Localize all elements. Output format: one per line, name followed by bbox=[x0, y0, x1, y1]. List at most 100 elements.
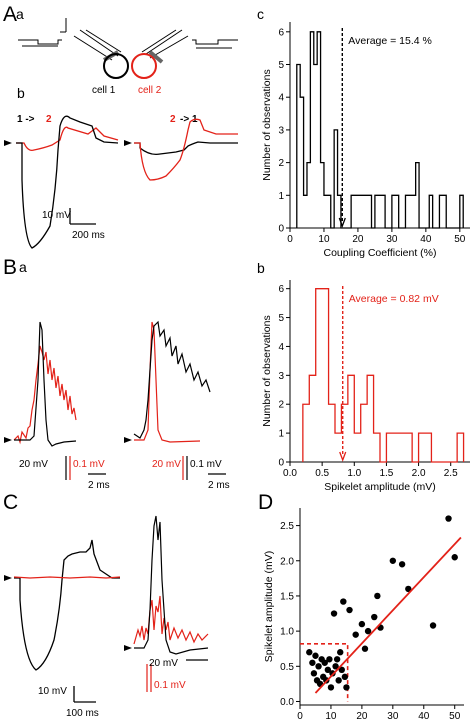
x-tick-label: 20 bbox=[356, 711, 368, 722]
histogram-bar bbox=[334, 130, 337, 228]
y-tick-label: 4 bbox=[278, 93, 284, 104]
histogram-bar bbox=[322, 289, 328, 462]
histogram-bar bbox=[335, 433, 341, 462]
histogram-bar bbox=[382, 195, 385, 228]
scatter-point bbox=[352, 631, 359, 638]
scatter-point bbox=[329, 670, 336, 677]
scatter-point bbox=[337, 649, 344, 656]
y-axis-label: Number of observations bbox=[261, 315, 273, 426]
scatter-point bbox=[398, 561, 406, 568]
baseline-marker-icon bbox=[4, 437, 12, 443]
histogram-bar bbox=[351, 195, 354, 228]
y-tick-label: 0.5 bbox=[280, 662, 294, 673]
x-tick-label: 10 bbox=[325, 711, 337, 722]
histogram-bar bbox=[355, 195, 358, 228]
histogram-bar bbox=[405, 195, 408, 228]
histogram-bar bbox=[316, 289, 322, 462]
scatter-point bbox=[321, 659, 328, 666]
baseline-marker-icon bbox=[124, 140, 132, 146]
x-tick-label: 0.5 bbox=[315, 468, 329, 479]
scatter-point bbox=[315, 663, 322, 670]
scatter-point bbox=[327, 684, 335, 691]
y-tick-label: 2.0 bbox=[280, 556, 294, 567]
scatter-point bbox=[340, 598, 347, 605]
fit-line bbox=[314, 536, 462, 694]
scatter-point bbox=[330, 610, 338, 617]
histogram-bar bbox=[324, 195, 327, 228]
panel-letter-Ac: c bbox=[257, 6, 264, 22]
histogram-bar bbox=[327, 195, 330, 228]
scatter-point bbox=[374, 592, 381, 600]
y-tick-label: 1.0 bbox=[280, 627, 294, 638]
cell-1-label: cell 1 bbox=[92, 85, 116, 96]
histogram-bar bbox=[457, 433, 463, 462]
panel-letter-Ba: a bbox=[19, 259, 27, 275]
histogram-bar bbox=[395, 195, 398, 228]
panel-letter-Ab: b bbox=[17, 85, 25, 101]
y-tick-label: 6 bbox=[278, 284, 284, 295]
histogram-bar bbox=[358, 195, 361, 228]
x-tick-label: 0.0 bbox=[283, 468, 297, 479]
y-axis-label: Spikelet amplitude (mV) bbox=[263, 551, 275, 662]
histogram-bar bbox=[338, 195, 341, 228]
scatter-point bbox=[445, 515, 452, 522]
cell-2-icon bbox=[131, 53, 157, 79]
scale-right-red: 20 mV bbox=[152, 459, 181, 470]
scatter-point bbox=[371, 613, 378, 621]
scatter-point bbox=[324, 666, 332, 674]
y-tick-label: 3 bbox=[278, 125, 284, 136]
histogram-bar bbox=[297, 65, 300, 228]
scatter-point bbox=[335, 677, 342, 684]
direction-1-to-2-to: 2 bbox=[46, 114, 52, 125]
x-tick-label: 20 bbox=[352, 234, 364, 245]
chart-spikelet-histogram: 0.0 0.5 1.0 1.5 2.0 2.5 0 1 2 3 4 5 6 Spikelet amplit… bbox=[261, 280, 470, 493]
y-tick-label: 3 bbox=[278, 371, 284, 382]
histogram-bar bbox=[368, 195, 371, 228]
y-axis-label: Number of observations bbox=[261, 69, 273, 180]
scatter-point bbox=[361, 645, 369, 652]
baseline-marker-icon bbox=[4, 140, 12, 146]
direction-1-to-2-from: 1 -> bbox=[17, 114, 35, 125]
scale-left-ms: 2 ms bbox=[88, 480, 110, 491]
scatter-point bbox=[358, 620, 366, 628]
x-tick-label: 40 bbox=[418, 711, 430, 722]
cell-1-icon bbox=[103, 53, 129, 79]
histogram-bar bbox=[354, 433, 360, 462]
scatter-point bbox=[341, 673, 349, 681]
histogram-bar bbox=[429, 195, 432, 228]
y-tick-label: 5 bbox=[278, 313, 284, 324]
y-tick-label: 0 bbox=[278, 458, 284, 469]
scatter-point bbox=[309, 659, 316, 666]
scatter-point bbox=[405, 585, 412, 593]
panel-letter-B: B bbox=[3, 256, 17, 279]
panel-letter-A: A bbox=[3, 3, 17, 26]
histogram-bar bbox=[304, 195, 307, 228]
y-tick-label: 6 bbox=[278, 27, 284, 38]
histogram-bar bbox=[317, 32, 320, 228]
chart-coupling-histogram: 0 10 20 30 40 50 0 1 2 3 4 5 6 Coupling Coefficient (… bbox=[261, 22, 470, 259]
histogram-bar bbox=[439, 195, 442, 228]
scatter-point bbox=[338, 666, 345, 674]
x-tick-label: 0 bbox=[297, 711, 303, 722]
histogram-outline bbox=[302, 288, 465, 463]
traces-C: 10 mV 100 ms 20 mV 0.1 mV bbox=[4, 515, 209, 719]
x-tick-label: 10 bbox=[318, 234, 330, 245]
x-tick-label: 30 bbox=[387, 711, 399, 722]
scatter-point bbox=[326, 656, 333, 663]
y-tick-label: 2.5 bbox=[280, 521, 294, 532]
y-tick-label: 2 bbox=[278, 158, 284, 169]
x-axis-label: Coupling Coefficient (%) bbox=[323, 247, 436, 259]
scatter-point bbox=[389, 557, 397, 564]
y-tick-label: 5 bbox=[278, 60, 284, 71]
scatter-point bbox=[333, 656, 341, 663]
histogram-bar bbox=[314, 65, 317, 228]
histogram-bar bbox=[300, 97, 303, 228]
scale-mv-A: 10 mV bbox=[42, 210, 71, 221]
histogram-bar bbox=[419, 433, 425, 462]
histogram-bar bbox=[375, 195, 378, 228]
scatter-point bbox=[451, 554, 458, 561]
baseline-marker-icon bbox=[124, 437, 132, 443]
x-axis-label: Spikelet amplitude (mV) bbox=[324, 481, 435, 493]
histogram-bar bbox=[378, 195, 381, 228]
